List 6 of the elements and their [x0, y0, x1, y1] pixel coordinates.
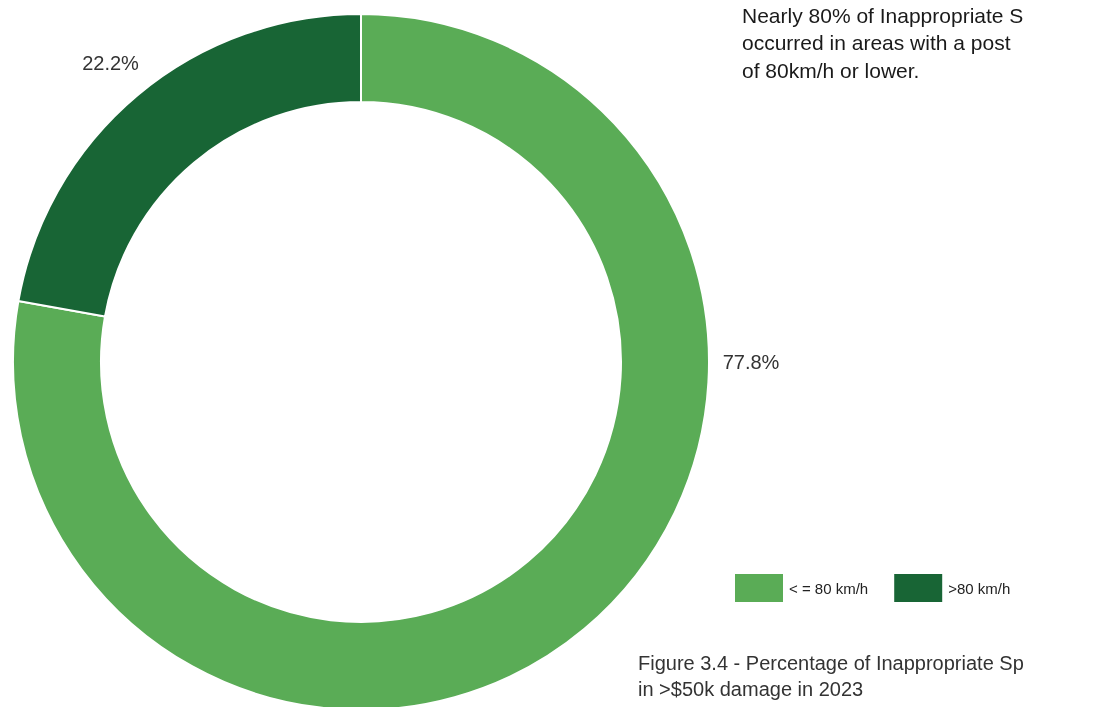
data-label: 77.8%: [722, 351, 780, 373]
legend-label: < = 80 km/h: [789, 579, 869, 597]
text: Nearly 80% of Inappropriate S occurred in areas with a post of 80km/h or lower.: [742, 4, 1024, 82]
data-label: 22.2%: [82, 52, 140, 75]
legend-label: >80 km/h: [948, 579, 1011, 597]
caption: Figure 3.4 - Percentage of Inappropriate Sp in >$50k damage in 2023: [638, 652, 1024, 700]
